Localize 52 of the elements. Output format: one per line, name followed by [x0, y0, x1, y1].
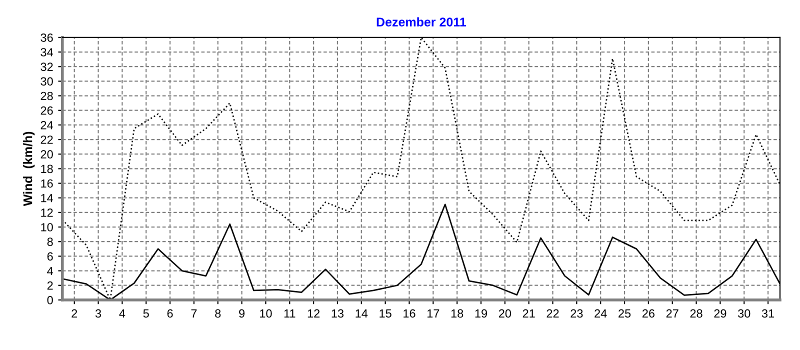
y-tick-label: 2 [47, 281, 53, 290]
x-tick-label: 24 [594, 309, 607, 318]
y-tick-label: 22 [40, 136, 53, 144]
x-tick-label: 20 [498, 309, 512, 318]
x-tick-label: 5 [143, 309, 149, 318]
x-tick-label: 11 [284, 309, 296, 318]
x-tick-label: 18 [451, 309, 464, 318]
y-tick-label: 36 [40, 33, 53, 42]
x-tick-label: 10 [260, 309, 272, 318]
y-axis-title: Wind (km/h) [23, 132, 35, 206]
y-tick-label: 26 [40, 106, 53, 115]
y-tick-label: 32 [40, 62, 53, 72]
x-tick-label: 22 [546, 309, 559, 318]
x-tick-label: 23 [570, 309, 583, 318]
x-tick-label: 28 [690, 309, 702, 318]
y-tick-label: 20 [40, 150, 53, 159]
y-tick-label: 28 [40, 92, 53, 100]
x-tick-label: 30 [738, 309, 750, 318]
chart-title: Dezember 2011 [376, 17, 466, 26]
y-tick-label: 18 [41, 164, 53, 174]
x-tick-label: 15 [380, 309, 392, 318]
x-tick-label: 25 [618, 309, 631, 318]
x-tick-label: 21 [522, 309, 535, 318]
y-tick-label: 6 [47, 252, 53, 261]
y-tick-label: 0 [47, 296, 53, 304]
y-tick-label: 14 [41, 194, 54, 202]
x-tick-label: 12 [308, 309, 320, 318]
y-tick-label: 24 [40, 120, 54, 130]
x-tick-label: 7 [191, 309, 197, 318]
x-tick-label: 19 [475, 309, 488, 318]
x-tick-label: 13 [332, 309, 344, 318]
y-tick-label: 10 [41, 223, 53, 232]
y-tick-label: 30 [40, 77, 53, 86]
x-tick-label: 16 [404, 309, 416, 318]
x-tick-label: 14 [356, 309, 368, 318]
x-tick-label: 4 [119, 309, 126, 318]
y-tick-label: 4 [47, 266, 54, 276]
x-tick-label: 6 [167, 309, 173, 318]
x-tick-label: 17 [427, 309, 440, 318]
y-tick-label: 16 [41, 179, 53, 188]
x-tick-label: 29 [714, 309, 726, 318]
y-tick-label: 8 [47, 238, 53, 246]
y-tick-label: 12 [41, 208, 53, 217]
x-tick-label: 27 [666, 309, 678, 318]
x-tick-label: 26 [642, 309, 654, 318]
line-series [62, 37, 780, 300]
x-tick-label: 8 [215, 309, 221, 318]
x-tick-label: 9 [239, 309, 245, 318]
x-tick-label: 31 [762, 309, 774, 318]
x-tick-label: 3 [95, 309, 102, 318]
x-tick-label: 2 [72, 309, 78, 318]
y-tick-label: 34 [40, 48, 54, 56]
